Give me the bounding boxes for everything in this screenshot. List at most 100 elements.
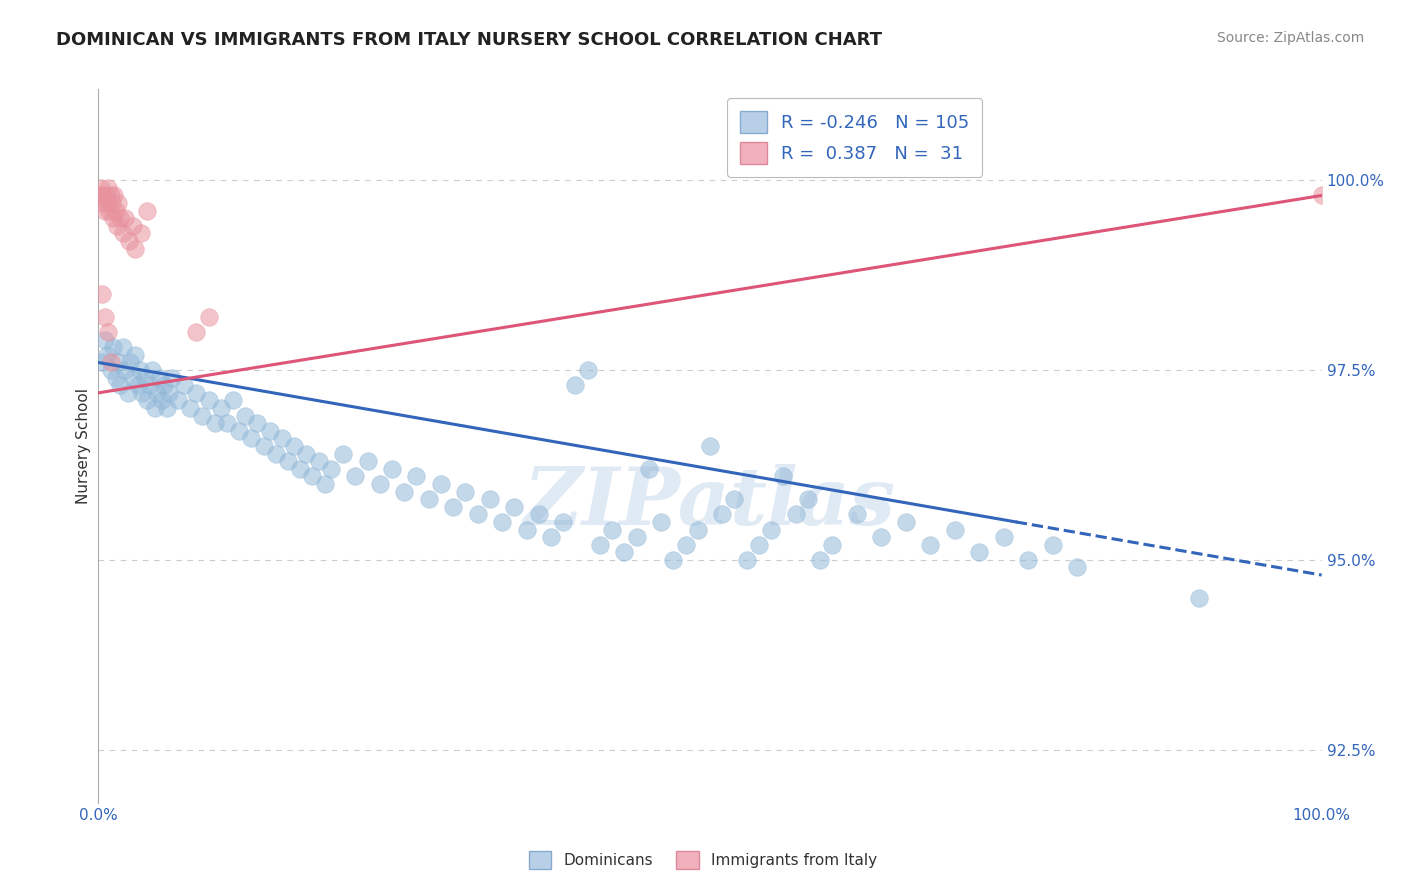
Point	[89, 188, 111, 202]
Point	[100, 355, 122, 369]
Point	[894, 515, 917, 529]
Point	[405, 469, 427, 483]
Point	[392, 484, 416, 499]
Point	[143, 401, 166, 415]
Point	[600, 523, 623, 537]
Point	[173, 378, 195, 392]
Point	[319, 462, 342, 476]
Point	[136, 393, 159, 408]
Point	[675, 538, 697, 552]
Point	[845, 508, 868, 522]
Point	[100, 188, 122, 202]
Point	[259, 424, 281, 438]
Point	[101, 196, 124, 211]
Point	[270, 431, 294, 445]
Text: DOMINICAN VS IMMIGRANTS FROM ITALY NURSERY SCHOOL CORRELATION CHART: DOMINICAN VS IMMIGRANTS FROM ITALY NURSE…	[56, 31, 882, 49]
Point	[91, 188, 114, 202]
Point	[110, 211, 132, 226]
Point	[157, 385, 180, 400]
Point	[240, 431, 263, 445]
Point	[233, 409, 256, 423]
Point	[209, 401, 232, 415]
Point	[141, 363, 163, 377]
Point	[114, 211, 136, 226]
Point	[101, 211, 124, 226]
Point	[441, 500, 464, 514]
Point	[131, 385, 153, 400]
Point	[699, 439, 721, 453]
Point	[516, 523, 538, 537]
Point	[332, 447, 354, 461]
Point	[118, 234, 141, 248]
Legend: R = -0.246   N = 105, R =  0.387   N =  31: R = -0.246 N = 105, R = 0.387 N = 31	[727, 98, 983, 177]
Point	[104, 370, 127, 384]
Point	[167, 393, 190, 408]
Point	[104, 203, 127, 218]
Point	[662, 553, 685, 567]
Point	[197, 310, 219, 324]
Point	[1310, 188, 1333, 202]
Point	[870, 530, 893, 544]
Point	[124, 242, 146, 256]
Point	[920, 538, 942, 552]
Point	[808, 553, 831, 567]
Point	[156, 401, 179, 415]
Point	[491, 515, 513, 529]
Point	[503, 500, 526, 514]
Y-axis label: Nursery School: Nursery School	[76, 388, 91, 504]
Point	[277, 454, 299, 468]
Point	[114, 363, 136, 377]
Point	[711, 508, 734, 522]
Point	[91, 355, 114, 369]
Point	[381, 462, 404, 476]
Point	[735, 553, 758, 567]
Point	[139, 378, 162, 392]
Point	[430, 477, 453, 491]
Point	[121, 219, 143, 233]
Point	[686, 523, 709, 537]
Text: ZIPatlas: ZIPatlas	[524, 465, 896, 541]
Point	[103, 188, 125, 202]
Point	[100, 363, 122, 377]
Point	[91, 196, 114, 211]
Point	[478, 492, 501, 507]
Point	[785, 508, 807, 522]
Point	[650, 515, 672, 529]
Point	[91, 287, 114, 301]
Point	[943, 523, 966, 537]
Point	[105, 219, 128, 233]
Point	[179, 401, 201, 415]
Point	[160, 370, 183, 384]
Point	[613, 545, 636, 559]
Point	[1042, 538, 1064, 552]
Point	[150, 393, 173, 408]
Point	[295, 447, 318, 461]
Point	[467, 508, 489, 522]
Point	[748, 538, 770, 552]
Point	[228, 424, 250, 438]
Point	[127, 378, 149, 392]
Point	[96, 196, 118, 211]
Point	[117, 385, 139, 400]
Point	[149, 370, 172, 384]
Point	[626, 530, 648, 544]
Point	[564, 378, 586, 392]
Point	[368, 477, 391, 491]
Point	[638, 462, 661, 476]
Text: Source: ZipAtlas.com: Source: ZipAtlas.com	[1216, 31, 1364, 45]
Point	[723, 492, 745, 507]
Point	[356, 454, 378, 468]
Point	[96, 348, 118, 362]
Point	[204, 416, 226, 430]
Point	[107, 196, 129, 211]
Point	[797, 492, 820, 507]
Point	[129, 363, 152, 377]
Point	[93, 203, 115, 218]
Point	[1066, 560, 1088, 574]
Point	[120, 355, 142, 369]
Point	[93, 333, 115, 347]
Legend: Dominicans, Immigrants from Italy: Dominicans, Immigrants from Italy	[523, 845, 883, 875]
Point	[252, 439, 274, 453]
Point	[186, 385, 208, 400]
Point	[246, 416, 269, 430]
